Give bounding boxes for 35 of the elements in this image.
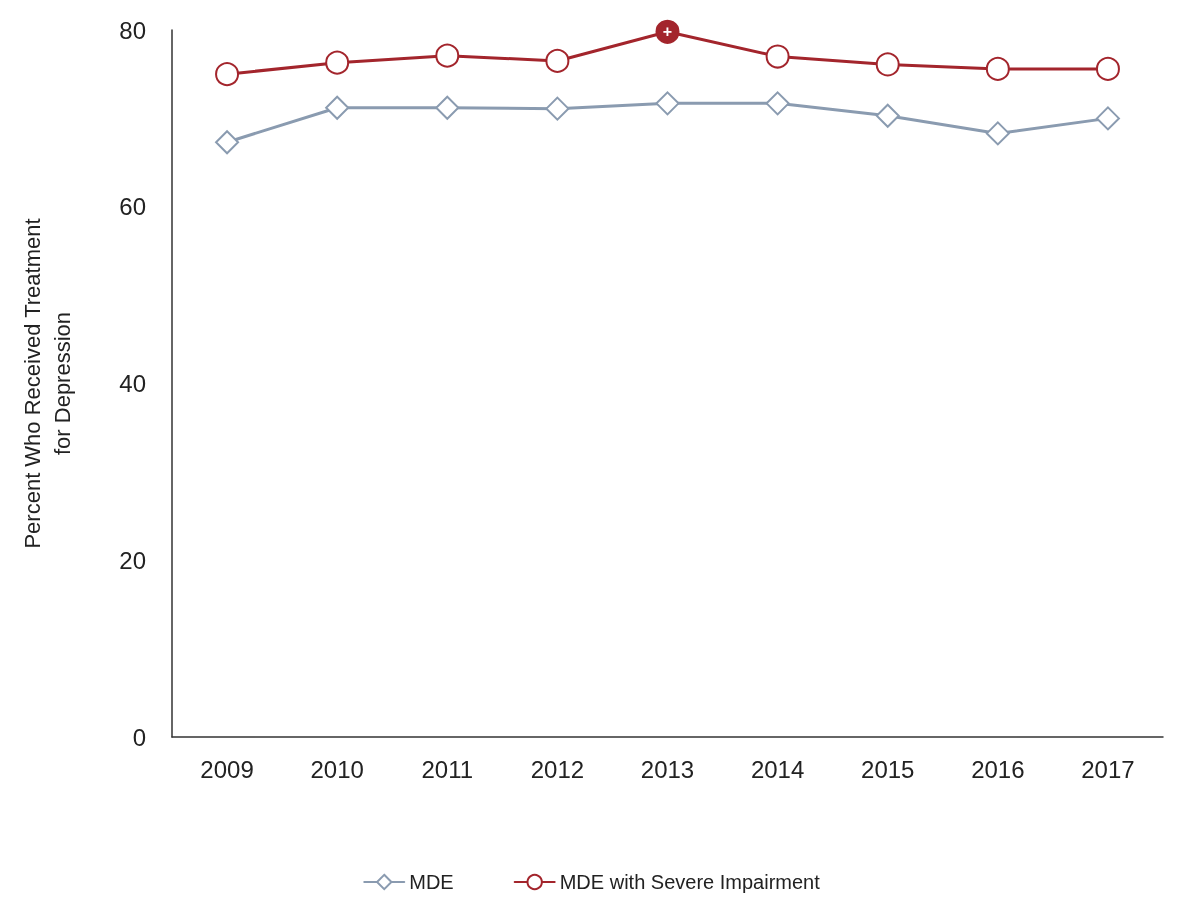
point — [765, 44, 790, 69]
point — [545, 48, 570, 73]
x-tick-label: 2012 — [530, 755, 585, 783]
x-tick-label: 2016 — [971, 755, 1025, 783]
point — [435, 43, 460, 68]
x-tick-label: 2017 — [1081, 755, 1135, 783]
x-tick-label: 2014 — [750, 755, 805, 783]
point — [435, 95, 460, 120]
y-tick-label: 60 — [119, 193, 146, 221]
x-tick-label: 2013 — [640, 755, 695, 783]
x-tick-label: 2009 — [200, 755, 254, 783]
point — [1095, 106, 1120, 131]
y-tick-label: 0 — [132, 723, 146, 751]
point — [215, 62, 240, 87]
y-axis-title: Percent Who Received Treatment for Depression — [19, 218, 75, 549]
point — [875, 52, 900, 77]
annotation: + — [662, 23, 673, 41]
point — [1095, 56, 1120, 81]
y-tick-label: 80 — [119, 16, 146, 44]
point — [655, 91, 680, 116]
legend-label: MDE with Severe Impairment — [559, 871, 821, 893]
x-tick-label: 2010 — [310, 755, 364, 783]
point — [215, 130, 240, 155]
point — [985, 121, 1010, 146]
point — [765, 91, 790, 116]
y-tick-label: 40 — [119, 370, 146, 397]
x-tick-label: 2011 — [421, 755, 474, 783]
point — [545, 96, 570, 121]
point — [325, 50, 350, 75]
legend-label: MDE — [409, 871, 454, 893]
point — [875, 103, 900, 128]
point — [325, 95, 350, 120]
x-tick-label: 2015 — [861, 755, 915, 783]
y-tick-label: 20 — [119, 546, 146, 574]
point — [985, 56, 1010, 81]
